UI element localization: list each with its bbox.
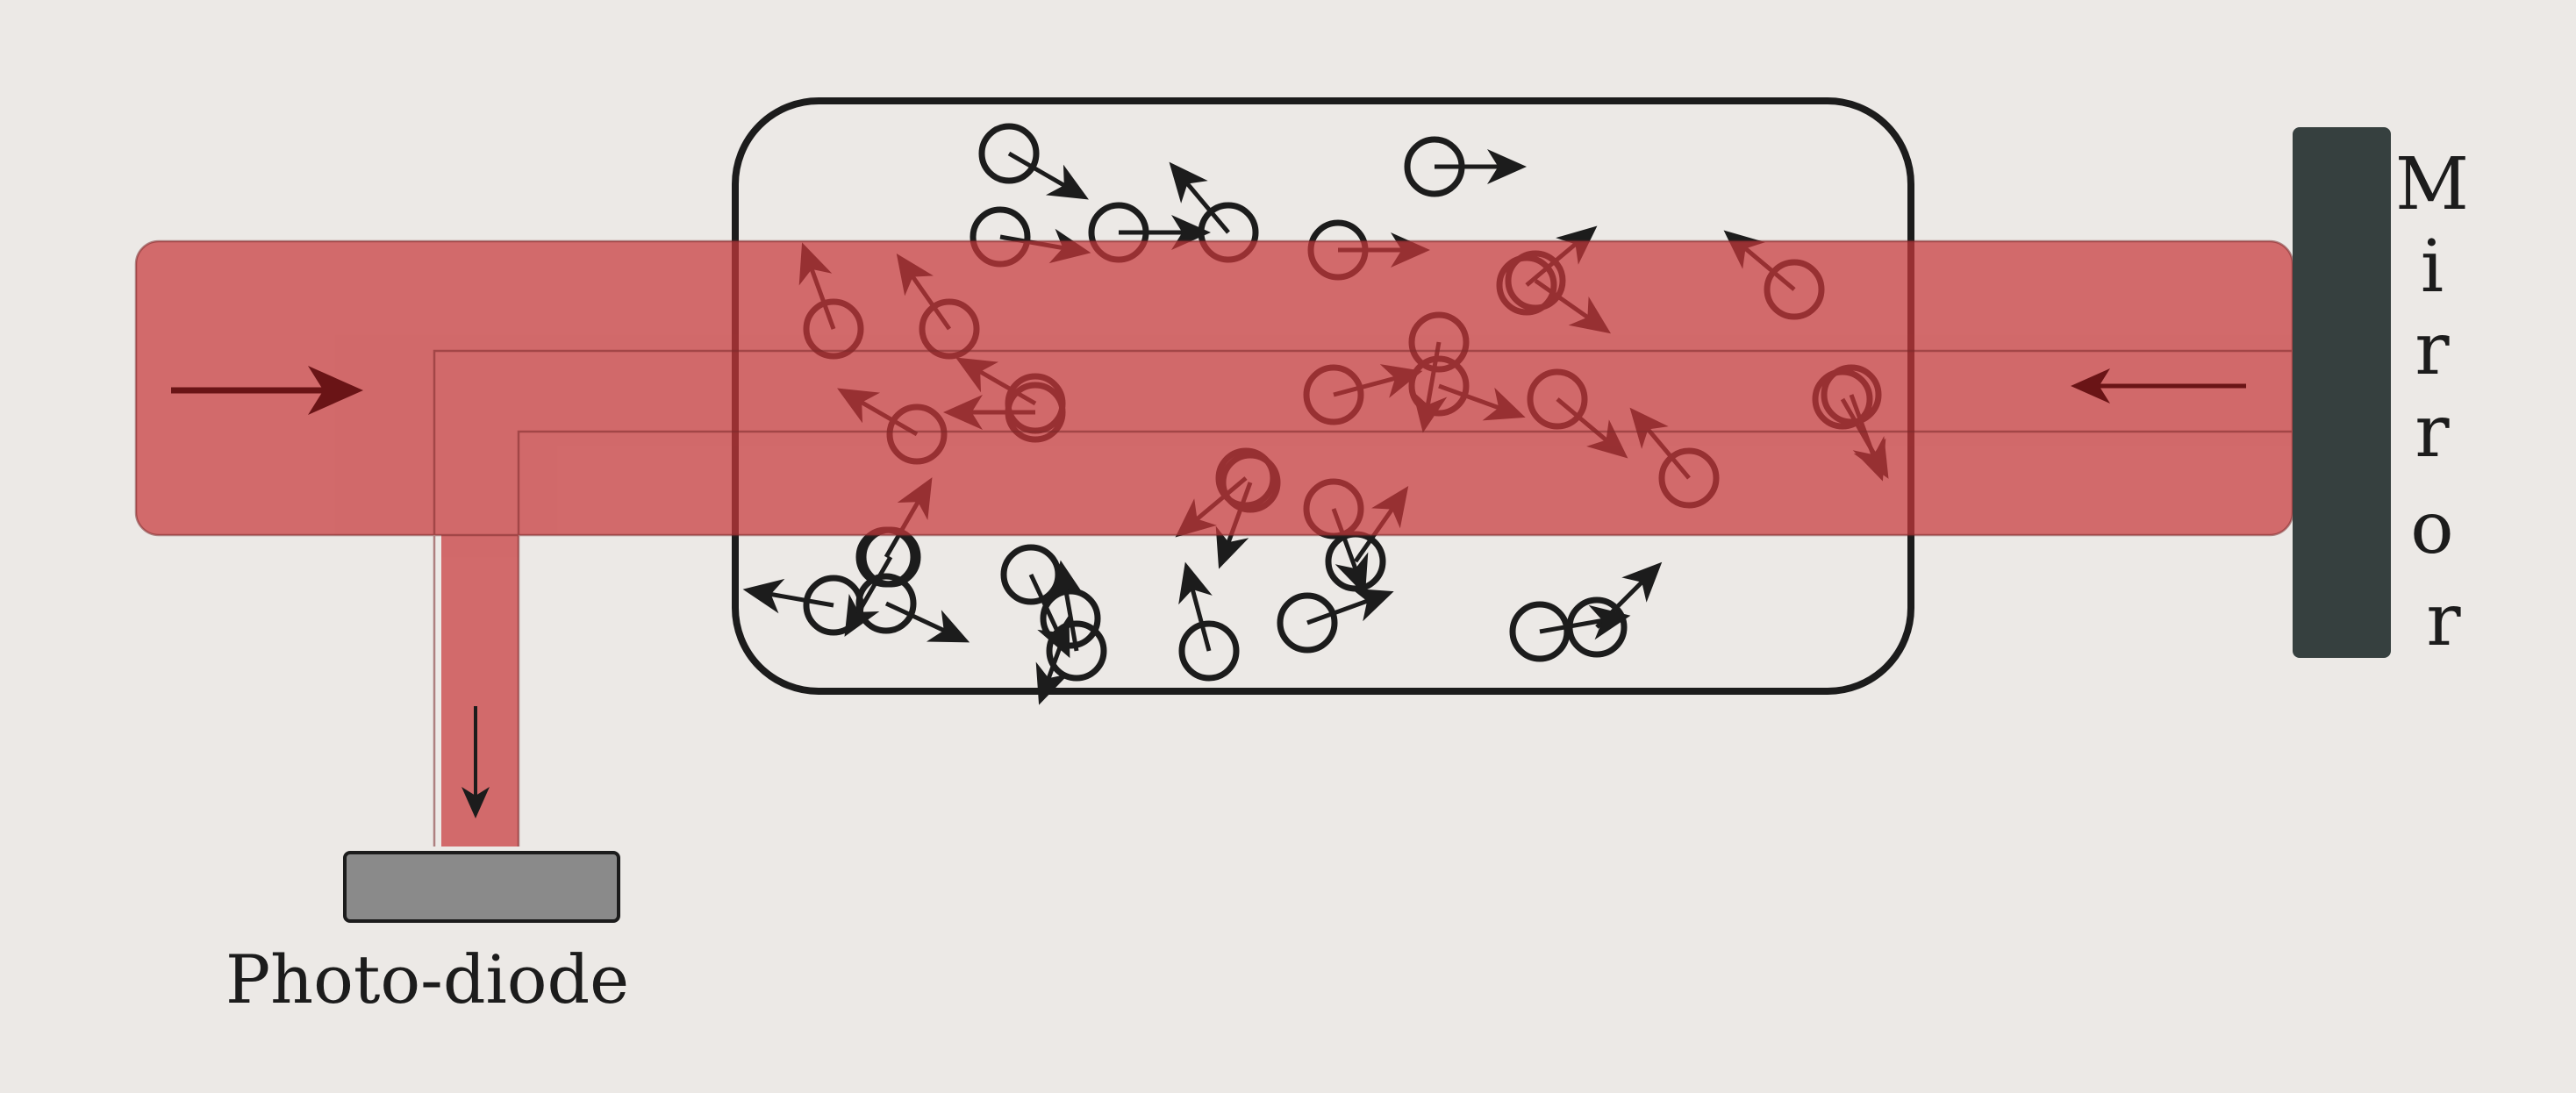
velocity-arrow: [1539, 604, 1631, 640]
photodiode: [343, 851, 620, 923]
atom: [742, 575, 864, 636]
probe-beam-down: [441, 351, 519, 847]
velocity-arrow: [1178, 561, 1213, 652]
atom: [1509, 601, 1631, 662]
velocity-arrow: [1028, 573, 1070, 659]
atom: [1566, 561, 1663, 658]
velocity-arrow: [884, 601, 970, 643]
velocity-arrow: [1169, 161, 1230, 234]
mirror-letter: r: [2415, 390, 2450, 474]
atom: [1046, 560, 1107, 682]
atom: [1178, 561, 1240, 682]
laser-beams: [136, 241, 2293, 847]
atom-circle: [855, 573, 917, 634]
atom: [1404, 136, 1527, 197]
mirror-letter: i: [2421, 225, 2444, 309]
atom-circle: [978, 123, 1040, 184]
mirror-letter: M: [2395, 143, 2469, 226]
atom: [1277, 588, 1394, 654]
mirror-letter: r: [2415, 308, 2450, 391]
mirror: [2293, 127, 2391, 658]
mirror-letter: r: [2426, 579, 2461, 662]
atom: [978, 123, 1089, 200]
atom: [855, 573, 970, 643]
velocity-arrow: [1007, 151, 1089, 200]
velocity-arrow: [742, 578, 834, 614]
velocity-arrow: [1049, 560, 1085, 652]
probe-beam: [434, 351, 2293, 432]
mirror-letter: o: [2410, 487, 2453, 570]
atom-circle: [1046, 620, 1107, 682]
photodiode-label: Photo-diode: [225, 940, 629, 1018]
velocity-arrow: [1306, 588, 1394, 625]
atom-circle: [1277, 592, 1338, 654]
atom-circle: [1509, 601, 1571, 662]
mirror-label: M i r r o r: [2395, 143, 2492, 662]
atom-circle: [1178, 620, 1240, 682]
